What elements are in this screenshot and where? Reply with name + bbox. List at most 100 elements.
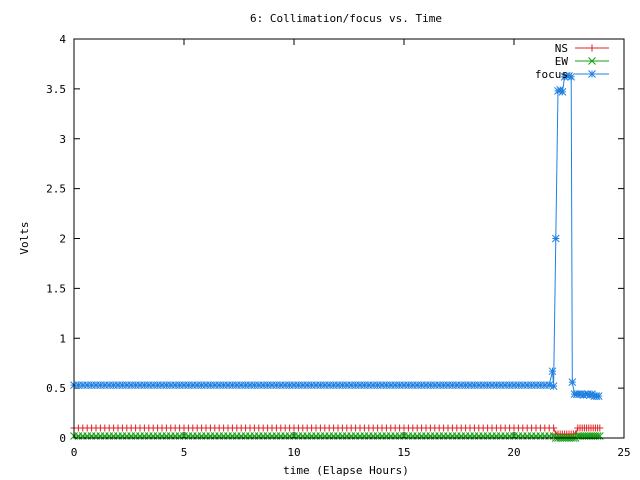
data-point-focus (114, 381, 122, 389)
data-point-focus (545, 381, 554, 389)
y-axis-label: Volts (18, 221, 31, 254)
data-point-focus (382, 381, 391, 389)
data-point-focus (202, 381, 210, 389)
data-point-focus (417, 381, 426, 389)
data-point-focus (144, 381, 153, 389)
plot-border (73, 38, 625, 439)
data-point-focus (386, 381, 395, 389)
data-point-focus (413, 381, 422, 389)
x-tick-label: 10 (287, 446, 300, 459)
data-point-focus (505, 381, 514, 389)
data-point-focus (281, 381, 290, 389)
data-point-focus (224, 381, 232, 389)
data-point-focus (83, 381, 92, 389)
data-point-focus (312, 381, 320, 389)
data-point-focus (496, 381, 505, 389)
data-point-focus (263, 381, 272, 389)
data-point-focus (342, 381, 351, 389)
data-point-focus (492, 381, 501, 389)
data-point-focus (338, 381, 347, 389)
data-point-focus (92, 381, 100, 389)
data-point-focus (540, 381, 549, 389)
data-point-focus (400, 381, 408, 389)
data-point-focus (430, 381, 439, 389)
data-point-focus (228, 381, 237, 389)
data-point-focus (391, 381, 400, 389)
data-point-focus (457, 381, 466, 389)
data-point-focus (378, 381, 386, 389)
data-point-focus (565, 72, 573, 80)
data-point-focus (523, 381, 532, 389)
data-point-focus (237, 381, 246, 389)
data-point-focus (325, 381, 334, 389)
data-point-focus (118, 381, 127, 389)
x-tick-label: 15 (397, 446, 410, 459)
data-point-focus (100, 381, 109, 389)
data-point-focus (78, 381, 87, 389)
data-point-focus (488, 381, 496, 389)
data-point-focus (369, 381, 378, 389)
data-point-focus (96, 381, 105, 389)
data-point-focus (461, 381, 470, 389)
data-point-focus (373, 381, 382, 389)
data-point-focus (285, 381, 294, 389)
data-point-focus (548, 367, 557, 376)
data-point-focus (351, 381, 360, 389)
data-point-focus (364, 381, 373, 389)
data-point-focus (298, 381, 307, 389)
data-point-focus (171, 381, 180, 389)
data-point-focus (422, 381, 430, 389)
x-tick-label: 5 (181, 446, 188, 459)
data-point-focus (470, 381, 479, 389)
data-point-focus (268, 381, 276, 389)
data-point-focus (254, 381, 263, 389)
data-point-focus (532, 381, 540, 389)
data-point-focus (294, 381, 303, 389)
data-point-focus (518, 381, 527, 389)
data-point-focus (219, 381, 228, 389)
data-point-focus (87, 381, 96, 389)
data-point-focus (232, 381, 241, 389)
data-point-focus (210, 381, 219, 389)
data-point-focus (466, 381, 474, 389)
data-point-focus (568, 378, 577, 386)
data-point-focus (404, 381, 413, 389)
data-point-focus (474, 381, 483, 389)
chart-title: 6: Collimation/focus vs. Time (250, 12, 442, 25)
data-point-focus (122, 381, 131, 389)
data-point-focus (197, 381, 206, 389)
data-point-focus (188, 381, 197, 389)
data-point-focus (215, 381, 224, 389)
data-point-focus (483, 381, 492, 389)
y-tick-label: 0 (59, 432, 66, 445)
data-point-focus (444, 381, 452, 389)
data-point-focus (180, 381, 188, 389)
data-point-focus (395, 381, 404, 389)
data-point-focus (259, 381, 268, 389)
data-point-NS (550, 424, 558, 432)
y-tick-label: 0.5 (46, 382, 66, 395)
data-point-focus (527, 381, 536, 389)
y-tick-label: 3.5 (46, 83, 66, 96)
legend-label-EW: EW (555, 55, 569, 68)
y-tick-label: 2 (59, 233, 66, 246)
data-point-focus (560, 73, 569, 81)
series-focus (70, 72, 603, 400)
data-point-focus (558, 88, 567, 96)
data-point-focus (303, 381, 312, 389)
data-point-focus (307, 381, 316, 389)
data-point-focus (514, 381, 523, 389)
data-point-focus (131, 381, 140, 389)
data-point-focus (320, 381, 329, 389)
data-point-focus (290, 381, 298, 389)
y-tick-label: 1.5 (46, 282, 66, 295)
data-point-focus (439, 381, 448, 389)
data-point-focus (109, 381, 118, 389)
x-tick-label: 25 (617, 446, 630, 459)
y-tick-label: 2.5 (46, 183, 66, 196)
data-point-focus (479, 381, 488, 389)
data-point-focus (347, 381, 356, 389)
